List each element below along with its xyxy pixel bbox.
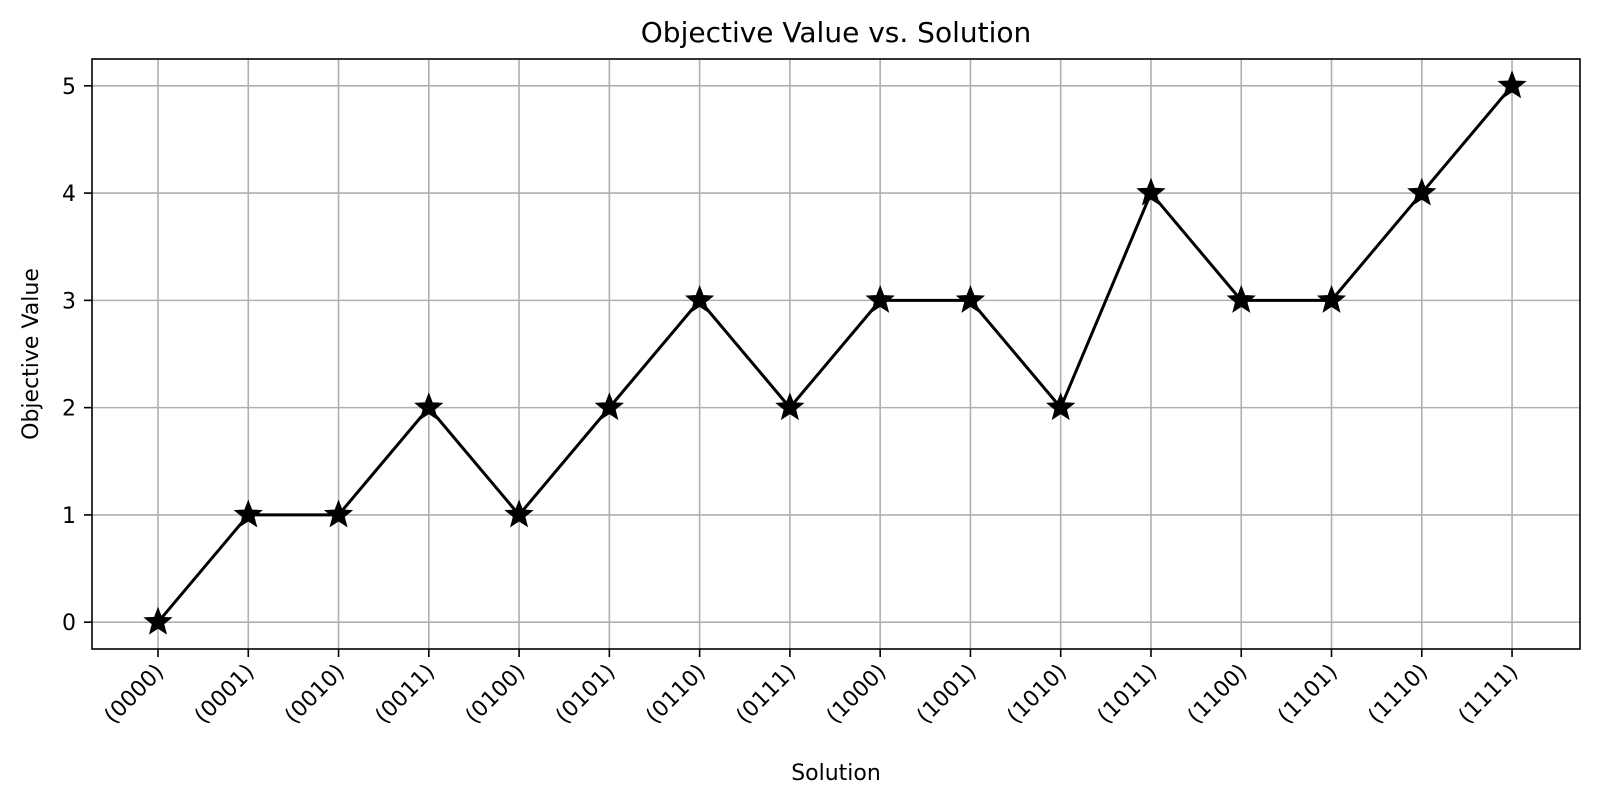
y-tick-label: 1 <box>62 504 76 529</box>
y-tick-label: 0 <box>62 611 76 636</box>
series-markers <box>143 70 1527 635</box>
data-point-star <box>504 499 534 528</box>
data-point-star <box>143 606 173 635</box>
data-point-star <box>233 499 263 528</box>
grid <box>92 59 1580 649</box>
data-point-star <box>1046 392 1076 421</box>
data-point-star <box>323 499 354 528</box>
data-point-star <box>1136 177 1166 206</box>
y-tick-label: 3 <box>62 289 76 314</box>
data-point-star <box>684 284 715 313</box>
chart-title: Objective Value vs. Solution <box>641 16 1031 49</box>
series-line <box>156 84 1514 624</box>
data-point-star <box>594 392 624 421</box>
y-tick-label: 5 <box>62 75 76 100</box>
data-point-star <box>1497 70 1527 99</box>
y-axis: 0 1 2 3 4 5 <box>62 75 92 636</box>
y-axis-label: Objective Value <box>19 268 44 440</box>
data-point-star <box>414 392 444 421</box>
y-tick-label: 4 <box>62 182 76 207</box>
data-point-star <box>1316 284 1347 313</box>
data-point-star <box>865 284 895 313</box>
x-axis-label: Solution <box>791 761 881 786</box>
data-point-star <box>775 392 805 421</box>
plot-frame <box>91 58 1581 650</box>
data-point-star <box>955 284 986 313</box>
series-line-group <box>156 84 1514 624</box>
data-point-star <box>1407 177 1437 206</box>
data-point-star <box>1226 284 1256 313</box>
y-tick-label: 2 <box>62 397 76 422</box>
